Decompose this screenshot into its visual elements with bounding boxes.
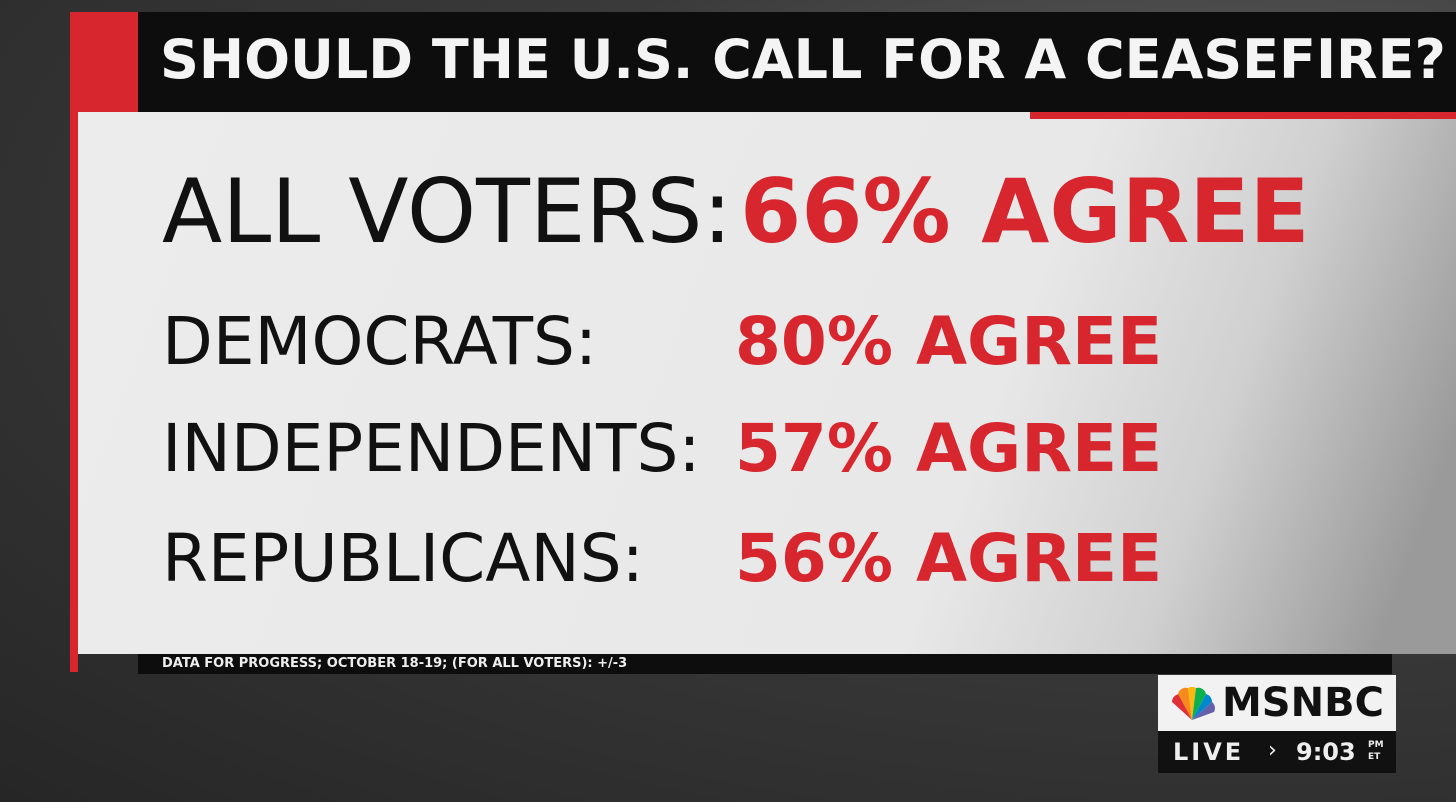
- agree-value: 80% AGREE: [735, 303, 1163, 380]
- panel: [70, 112, 1456, 654]
- red-rule: [70, 112, 78, 672]
- time: 9:03: [1296, 738, 1356, 766]
- red-rule: [1030, 112, 1456, 119]
- separator: ›: [1268, 738, 1277, 763]
- title-bar: [70, 12, 1456, 112]
- source-bar: [138, 654, 1392, 674]
- agree-value: 56% AGREE: [735, 520, 1163, 597]
- source: DATA FOR PROGRESS; OCTOBER 18-19; (FOR A…: [162, 656, 628, 671]
- time-zone: ET: [1368, 752, 1381, 762]
- agree-value: 66% AGREE: [740, 160, 1310, 263]
- group-label: INDEPENDENTS:: [162, 410, 701, 487]
- red-tab: [70, 12, 138, 112]
- group-label: ALL VOTERS:: [162, 160, 733, 263]
- peacock-icon: [1172, 686, 1215, 720]
- title: SHOULD THE U.S. CALL FOR A CEASEFIRE?: [160, 28, 1446, 91]
- group-label: REPUBLICANS:: [162, 520, 644, 597]
- group-label: DEMOCRATS:: [162, 303, 598, 380]
- agree-value: 57% AGREE: [735, 410, 1163, 487]
- meridiem: PM: [1368, 740, 1384, 750]
- live-label: LIVE: [1173, 738, 1245, 766]
- network-name: MSNBC: [1222, 680, 1384, 726]
